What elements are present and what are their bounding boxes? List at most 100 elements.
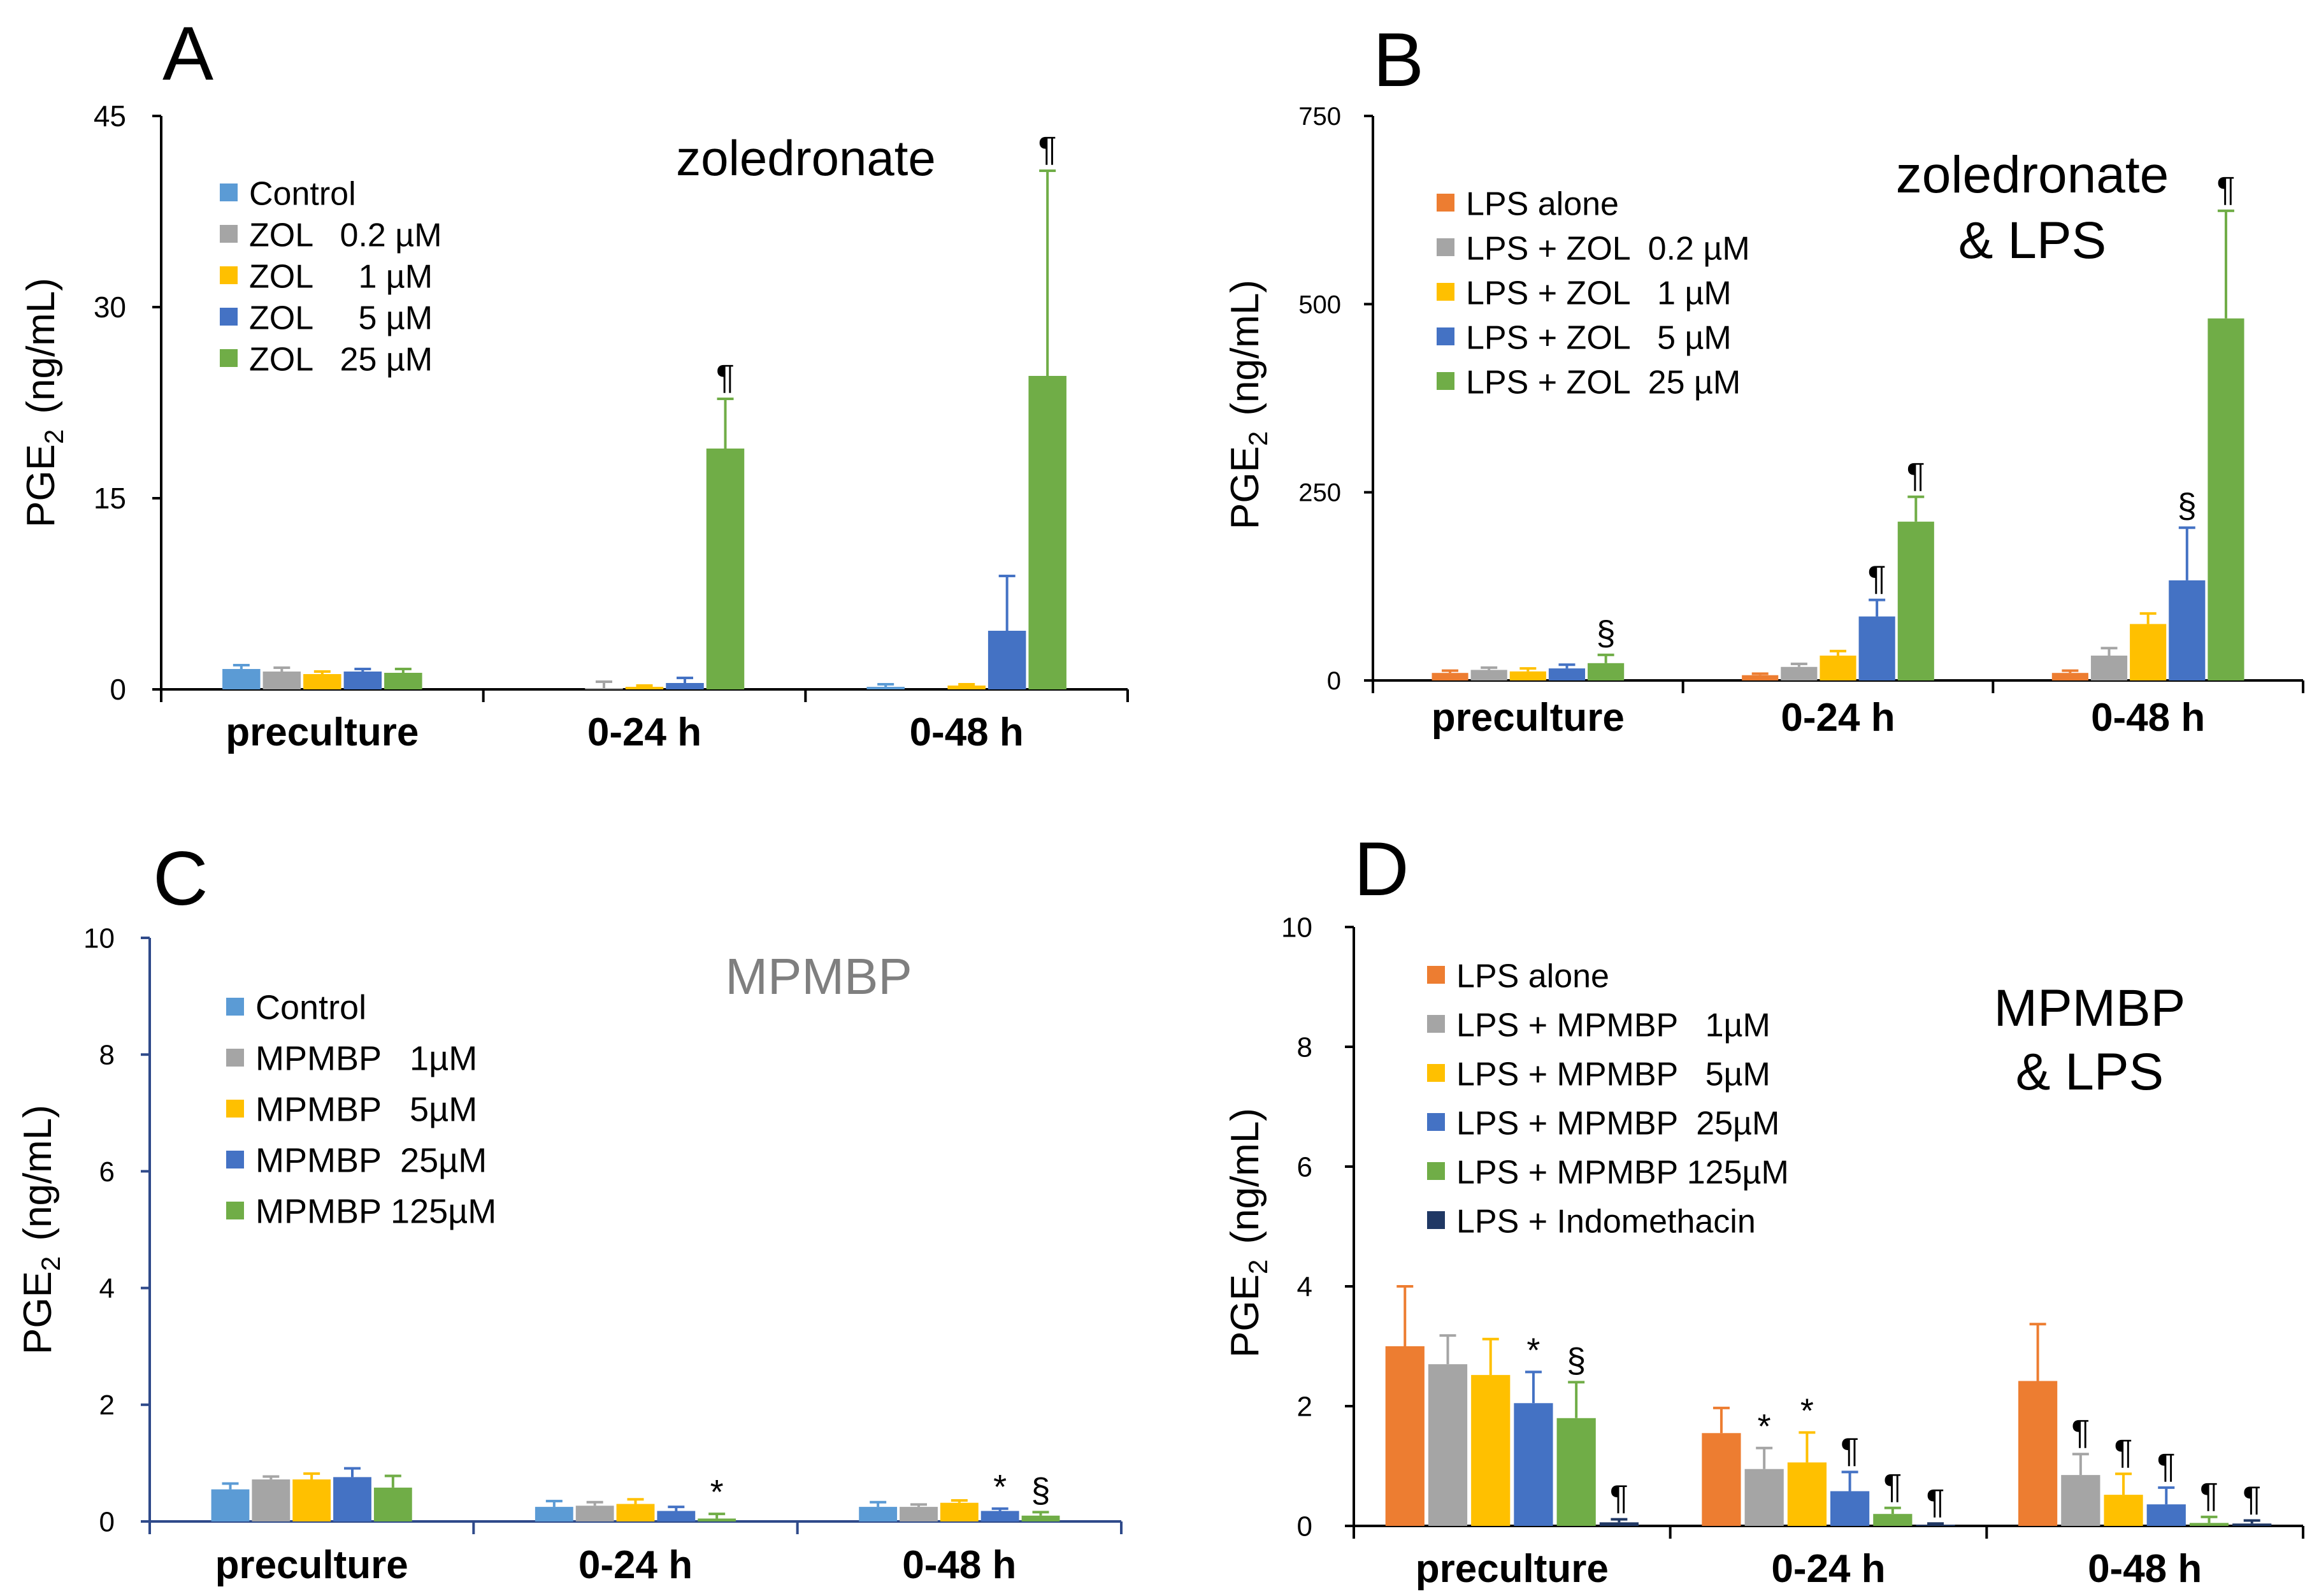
significance-mark: * xyxy=(710,1473,724,1511)
y-tick-label: 0 xyxy=(99,1506,115,1537)
category-label: preculture xyxy=(215,1543,408,1587)
bar xyxy=(211,1489,250,1521)
bar xyxy=(252,1479,291,1521)
bar xyxy=(1702,1433,1741,1526)
y-axis-label: PGE2 (ng/mL) xyxy=(1223,1108,1273,1358)
legend-swatch xyxy=(220,225,238,243)
bar xyxy=(2061,1475,2100,1526)
y-tick-label: 4 xyxy=(1297,1271,1312,1302)
panel-d: D 0 2 4 6 8 10 preculture 0-24 h 0-48 h * ¶ * ¶ * ¶ ¶ § ¶ ¶… xyxy=(1223,826,2304,1591)
bar xyxy=(343,672,382,689)
bar xyxy=(1787,1462,1827,1526)
bar xyxy=(1744,1469,1784,1526)
legend: Control ZOL 0.2 µM ZOL 1 µM ZOL 5 µM ZOL 25 … xyxy=(220,175,442,378)
significance-mark: ¶ xyxy=(1038,130,1057,168)
bar xyxy=(1599,1522,1639,1526)
legend-label: LPS + ZOL 5 µM xyxy=(1466,319,1732,356)
bar xyxy=(1428,1364,1468,1526)
legend-swatch xyxy=(1427,1064,1445,1082)
y-tick-label: 10 xyxy=(1281,912,1312,943)
bar xyxy=(1021,1515,1060,1521)
y-tick-label: 0 xyxy=(1327,667,1341,695)
legend-label: LPS + MPMBP 125µM xyxy=(1456,1154,1789,1191)
y-axis-label-sub: 2 xyxy=(36,1256,66,1271)
y-axis-label-main: PGE xyxy=(16,1271,60,1355)
y-axis-label-main: PGE xyxy=(19,444,63,528)
legend-swatch xyxy=(1437,372,1454,390)
significance-mark: * xyxy=(1758,1407,1771,1446)
significance-mark: ¶ xyxy=(1610,1479,1628,1517)
significance-mark: * xyxy=(1526,1331,1540,1369)
legend-label: ZOL 0.2 µM xyxy=(249,217,442,254)
legend-swatch xyxy=(226,998,244,1016)
y-axis-label-main: PGE xyxy=(1223,1274,1267,1358)
bar xyxy=(585,688,623,689)
category-label: 0-48 h xyxy=(2091,696,2205,740)
legend-label: LPS + ZOL 25 µM xyxy=(1466,364,1741,401)
bar xyxy=(1028,376,1066,689)
significance-mark: ¶ xyxy=(1868,559,1886,598)
bar xyxy=(2104,1495,2143,1526)
legend-label: ZOL 5 µM xyxy=(249,299,433,336)
y-axis-label-unit: (ng/mL) xyxy=(19,278,63,414)
bar xyxy=(2018,1381,2058,1526)
bar xyxy=(866,687,905,689)
y-tick-label: 6 xyxy=(1297,1151,1312,1183)
category-label: 0-24 h xyxy=(1771,1547,1885,1591)
legend-swatch xyxy=(220,266,238,284)
legend-swatch xyxy=(1427,1211,1445,1229)
y-axis-label-sub: 2 xyxy=(1243,431,1273,446)
bar xyxy=(303,674,341,689)
significance-mark: ¶ xyxy=(1841,1431,1859,1469)
legend-label: LPS + ZOL 1 µM xyxy=(1466,275,1732,312)
y-axis-label: PGE2 (ng/mL) xyxy=(16,1105,66,1355)
bar xyxy=(900,1507,938,1521)
y-axis-label: PGE2 (ng/mL) xyxy=(1223,280,1273,529)
y-tick-label: 0 xyxy=(1297,1511,1312,1542)
panel-a: A 0 15 30 45 preculture 0-24 h 0-48 h ¶ ¶ PGE2 (ng/… xyxy=(19,11,1129,754)
y-tick-label: 750 xyxy=(1298,103,1341,131)
legend-swatch xyxy=(220,183,238,201)
bar xyxy=(657,1511,696,1521)
bar xyxy=(292,1479,331,1521)
y-axis-label: PGE2 (ng/mL) xyxy=(19,278,69,528)
legend-swatch xyxy=(226,1100,244,1118)
significance-mark: § xyxy=(1567,1341,1586,1379)
bar xyxy=(706,449,745,689)
category-label: 0-48 h xyxy=(910,710,1024,754)
category-label: preculture xyxy=(1416,1547,1609,1591)
bar xyxy=(2146,1504,2186,1526)
legend-label: Control xyxy=(255,989,366,1027)
legend-swatch xyxy=(1437,283,1454,301)
panel-letter: D xyxy=(1354,826,1409,912)
bar xyxy=(940,1502,979,1521)
y-tick-label: 30 xyxy=(94,291,126,324)
significance-mark: ¶ xyxy=(2200,1476,2218,1514)
category-label: 0-24 h xyxy=(1781,696,1895,740)
legend-swatch xyxy=(1437,194,1454,212)
significance-mark: ¶ xyxy=(2071,1413,2090,1451)
y-axis-label-unit: (ng/mL) xyxy=(1223,1108,1267,1244)
legend-label: MPMBP 5µM xyxy=(255,1091,477,1129)
legend-label: LPS + ZOL 0.2 µM xyxy=(1466,230,1750,267)
bar xyxy=(1588,663,1625,680)
y-tick-label: 45 xyxy=(94,99,126,133)
bar xyxy=(2051,673,2088,680)
y-tick-label: 15 xyxy=(94,482,126,515)
bar xyxy=(1514,1403,1553,1526)
bar xyxy=(1830,1491,1870,1526)
panel-letter: B xyxy=(1373,17,1424,103)
bar xyxy=(859,1507,898,1521)
panel-letter: C xyxy=(153,836,208,921)
bar xyxy=(1556,1418,1596,1526)
bar xyxy=(1820,656,1856,680)
y-tick-label: 250 xyxy=(1298,479,1341,507)
significance-mark: ¶ xyxy=(1927,1483,1945,1521)
legend-swatch xyxy=(1427,1162,1445,1180)
legend-label: LPS + MPMBP 5µM xyxy=(1456,1056,1770,1093)
legend-label: LPS + Indomethacin xyxy=(1456,1203,1756,1240)
significance-mark: ¶ xyxy=(716,358,735,396)
legend-label: MPMBP 1µM xyxy=(255,1040,477,1078)
bar xyxy=(1781,666,1818,680)
y-tick-label: 10 xyxy=(83,923,115,954)
